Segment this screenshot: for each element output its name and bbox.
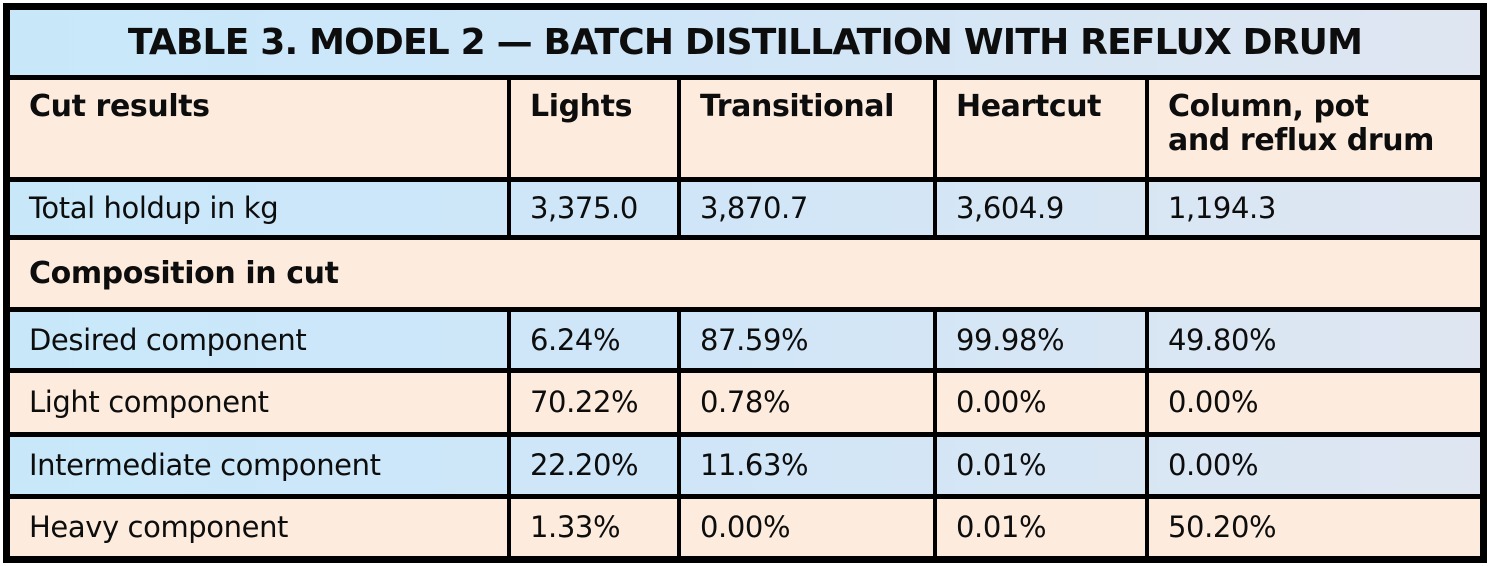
- value-cell: 0.78%: [677, 373, 933, 432]
- table-row-heavy-component: Heavy component 1.33% 0.00% 0.01% 50.20%: [10, 494, 1480, 556]
- value-cell: 1.33%: [507, 499, 677, 556]
- table-title-row: TABLE 3. MODEL 2 — BATCH DISTILLATION WI…: [10, 10, 1480, 75]
- section-row-composition: Composition in cut: [10, 235, 1480, 307]
- table-row-light-component: Light component 70.22% 0.78% 0.00% 0.00%: [10, 368, 1480, 432]
- row-label: Total holdup in kg: [29, 191, 279, 226]
- column-header-transitional: Transitional: [677, 80, 933, 177]
- value-cell: 0.01%: [933, 499, 1145, 556]
- value-cell: 1,194.3: [1145, 182, 1480, 235]
- row-label: Desired component: [29, 322, 307, 357]
- value-cell: 70.22%: [507, 373, 677, 432]
- value-cell: 11.63%: [677, 437, 933, 494]
- column-header-heartcut: Heartcut: [933, 80, 1145, 177]
- value-cell: 49.80%: [1145, 312, 1480, 368]
- table-row-total-holdup: Total holdup in kg 3,375.0 3,870.7 3,604…: [10, 177, 1480, 235]
- row-label: Light component: [29, 385, 269, 420]
- value-cell: 3,604.9: [933, 182, 1145, 235]
- column-header-cut-results: Cut results: [29, 89, 210, 124]
- value-cell: 3,870.7: [677, 182, 933, 235]
- value-cell: 99.98%: [933, 312, 1145, 368]
- value-cell: 0.00%: [1145, 373, 1480, 432]
- value-cell: 3,375.0: [507, 182, 677, 235]
- value-cell: 50.20%: [1145, 499, 1480, 556]
- table-row-intermediate-component: Intermediate component 22.20% 11.63% 0.0…: [10, 432, 1480, 494]
- column-header-column-pot-reflux-drum: Column, pot and reflux drum: [1145, 80, 1480, 177]
- row-label: Heavy component: [29, 510, 289, 545]
- section-label: Composition in cut: [29, 256, 339, 291]
- table-row-desired-component: Desired component 6.24% 87.59% 99.98% 49…: [10, 307, 1480, 368]
- value-cell: 0.01%: [933, 437, 1145, 494]
- row-label: Intermediate component: [29, 448, 381, 483]
- value-cell: 0.00%: [677, 499, 933, 556]
- column-header-lights: Lights: [507, 80, 677, 177]
- value-cell: 0.00%: [1145, 437, 1480, 494]
- value-cell: 87.59%: [677, 312, 933, 368]
- value-cell: 22.20%: [507, 437, 677, 494]
- table-title: TABLE 3. MODEL 2 — BATCH DISTILLATION WI…: [127, 22, 1363, 63]
- distillation-results-table: TABLE 3. MODEL 2 — BATCH DISTILLATION WI…: [3, 3, 1487, 563]
- value-cell: 0.00%: [933, 373, 1145, 432]
- value-cell: 6.24%: [507, 312, 677, 368]
- column-header-row: Cut results Lights Transitional Heartcut…: [10, 75, 1480, 177]
